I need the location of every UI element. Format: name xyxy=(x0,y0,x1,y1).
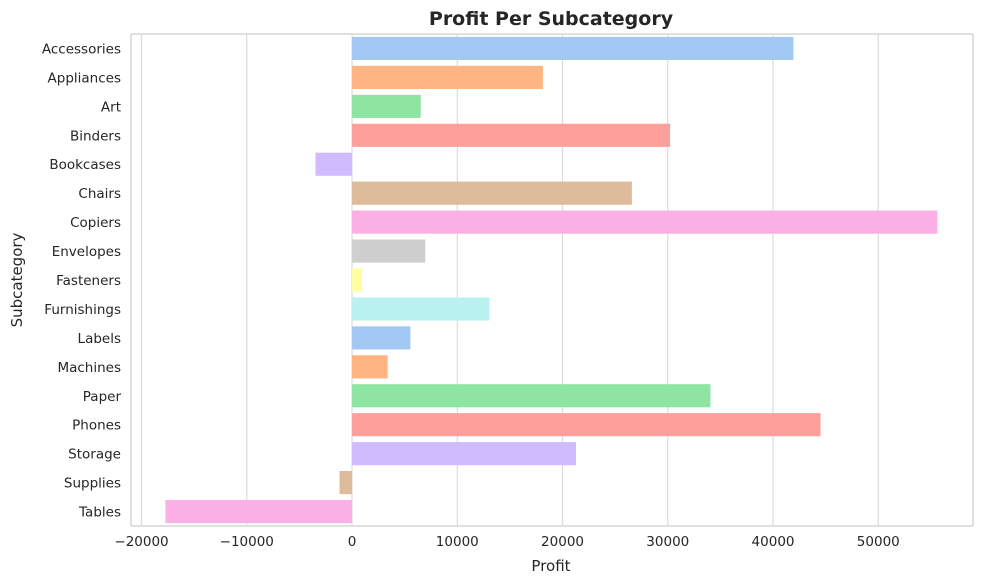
bar-paper xyxy=(352,384,711,408)
bar-storage xyxy=(352,442,576,466)
bar-supplies xyxy=(339,471,353,495)
bar-bookcases xyxy=(315,152,353,176)
y-tick-label: Accessories xyxy=(42,41,121,57)
y-tick-label: Supplies xyxy=(64,476,121,492)
bar-appliances xyxy=(352,65,543,89)
x-tick-label: 10000 xyxy=(436,534,479,550)
y-tick-label: Chairs xyxy=(78,186,121,202)
bar-chairs xyxy=(352,181,632,205)
bar-tables xyxy=(165,499,353,524)
y-tick-label: Art xyxy=(101,99,121,115)
x-axis-label: Profit xyxy=(531,557,570,575)
y-tick-label: Phones xyxy=(72,418,121,434)
y-tick-label: Paper xyxy=(83,389,122,405)
y-tick-label: Machines xyxy=(57,360,121,376)
bar-fasteners xyxy=(352,268,363,292)
plot-frame xyxy=(130,33,974,527)
y-tick-label: Fasteners xyxy=(56,273,121,289)
y-tick-label: Copiers xyxy=(70,215,121,231)
y-tick-label: Storage xyxy=(68,447,121,463)
bar-phones xyxy=(352,413,821,437)
y-tick-labels: Accessories Appliances Art Binders Bookcases… xyxy=(42,41,122,520)
bar-art xyxy=(352,94,421,118)
x-tick-label: 20000 xyxy=(541,534,584,550)
y-tick-label: Binders xyxy=(70,128,121,144)
bars xyxy=(165,36,938,524)
x-tick-label: −20000 xyxy=(114,534,168,550)
x-tick-labels: −20000 −10000 0 10000 20000 30000 40000 50000 xyxy=(114,534,899,550)
bar-binders xyxy=(352,123,671,147)
x-tick-label: 50000 xyxy=(857,534,900,550)
bar-envelopes xyxy=(352,239,426,263)
x-tick-label: 30000 xyxy=(646,534,689,550)
x-tick-label: 0 xyxy=(348,534,357,550)
bar-furnishings xyxy=(352,297,490,321)
y-tick-label: Envelopes xyxy=(52,244,121,260)
y-tick-label: Bookcases xyxy=(49,157,121,173)
y-tick-label: Appliances xyxy=(48,70,121,86)
bar-labels xyxy=(352,326,411,350)
x-tick-label: 40000 xyxy=(752,534,795,550)
y-tick-label: Tables xyxy=(78,505,121,521)
y-axis-label: Subcategory xyxy=(8,232,26,327)
y-tick-label: Furnishings xyxy=(44,302,121,318)
chart-title: Profit Per Subcategory xyxy=(429,8,674,30)
bar-accessories xyxy=(352,36,794,61)
y-tick-label: Labels xyxy=(78,331,121,347)
bar-copiers xyxy=(352,210,938,234)
x-tick-label: −10000 xyxy=(220,534,274,550)
bar-machines xyxy=(352,355,388,379)
